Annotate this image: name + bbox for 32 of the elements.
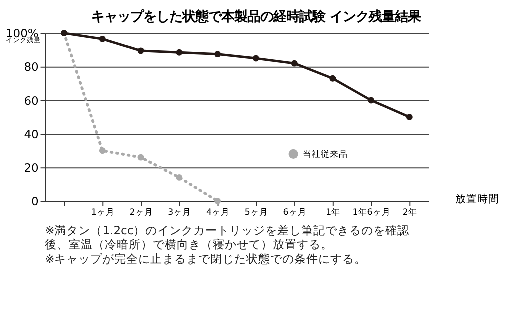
point <box>138 48 144 54</box>
text: ※満タン（1.2cc）のインクカートリッジを差し筆記できるのを確認後、室温（冷暗所）で横向き（寝かせて）放置する。 <box>45 223 410 252</box>
x-tick-label: 1年 <box>326 207 341 218</box>
point <box>368 97 375 104</box>
x-tick-label: 5ヶ月 <box>244 208 268 218</box>
point <box>99 36 106 42</box>
x-tick-label: 6ヶ月 <box>283 208 307 218</box>
x-tick-label: 4ヶ月 <box>206 208 230 218</box>
point <box>214 198 222 204</box>
text: ※キャップが完全に止まるまで閉じた状態での条件にする。 <box>45 252 367 266</box>
x-tick-label: 1年6ヶ月 <box>352 207 391 218</box>
point <box>176 174 183 181</box>
x-tick-label: 2年 <box>402 207 418 218</box>
x-tick-label: 3ヶ月 <box>168 208 192 218</box>
y-tick-label: 0 <box>32 194 39 209</box>
y-tick-label: 20 <box>24 160 39 175</box>
point <box>138 154 144 161</box>
y-tick-label: 40 <box>24 127 39 142</box>
legend-label: 当社従来品 <box>303 149 348 160</box>
point <box>252 55 260 62</box>
x-tick-label: 2ヶ月 <box>130 208 154 218</box>
point <box>214 51 222 58</box>
point <box>99 148 106 154</box>
y-tick-label: 80 <box>24 60 39 74</box>
point <box>406 114 413 120</box>
x-axis-title: 放置時間 <box>455 192 500 206</box>
chart-title: キャップをした状態で本製品の経時試験 インク残量結果 <box>91 8 422 25</box>
y-tick-label: 60 <box>24 94 39 108</box>
x-tick-label: 1ヶ月 <box>91 208 115 218</box>
point <box>330 75 336 82</box>
point <box>176 49 183 56</box>
point <box>291 60 298 67</box>
